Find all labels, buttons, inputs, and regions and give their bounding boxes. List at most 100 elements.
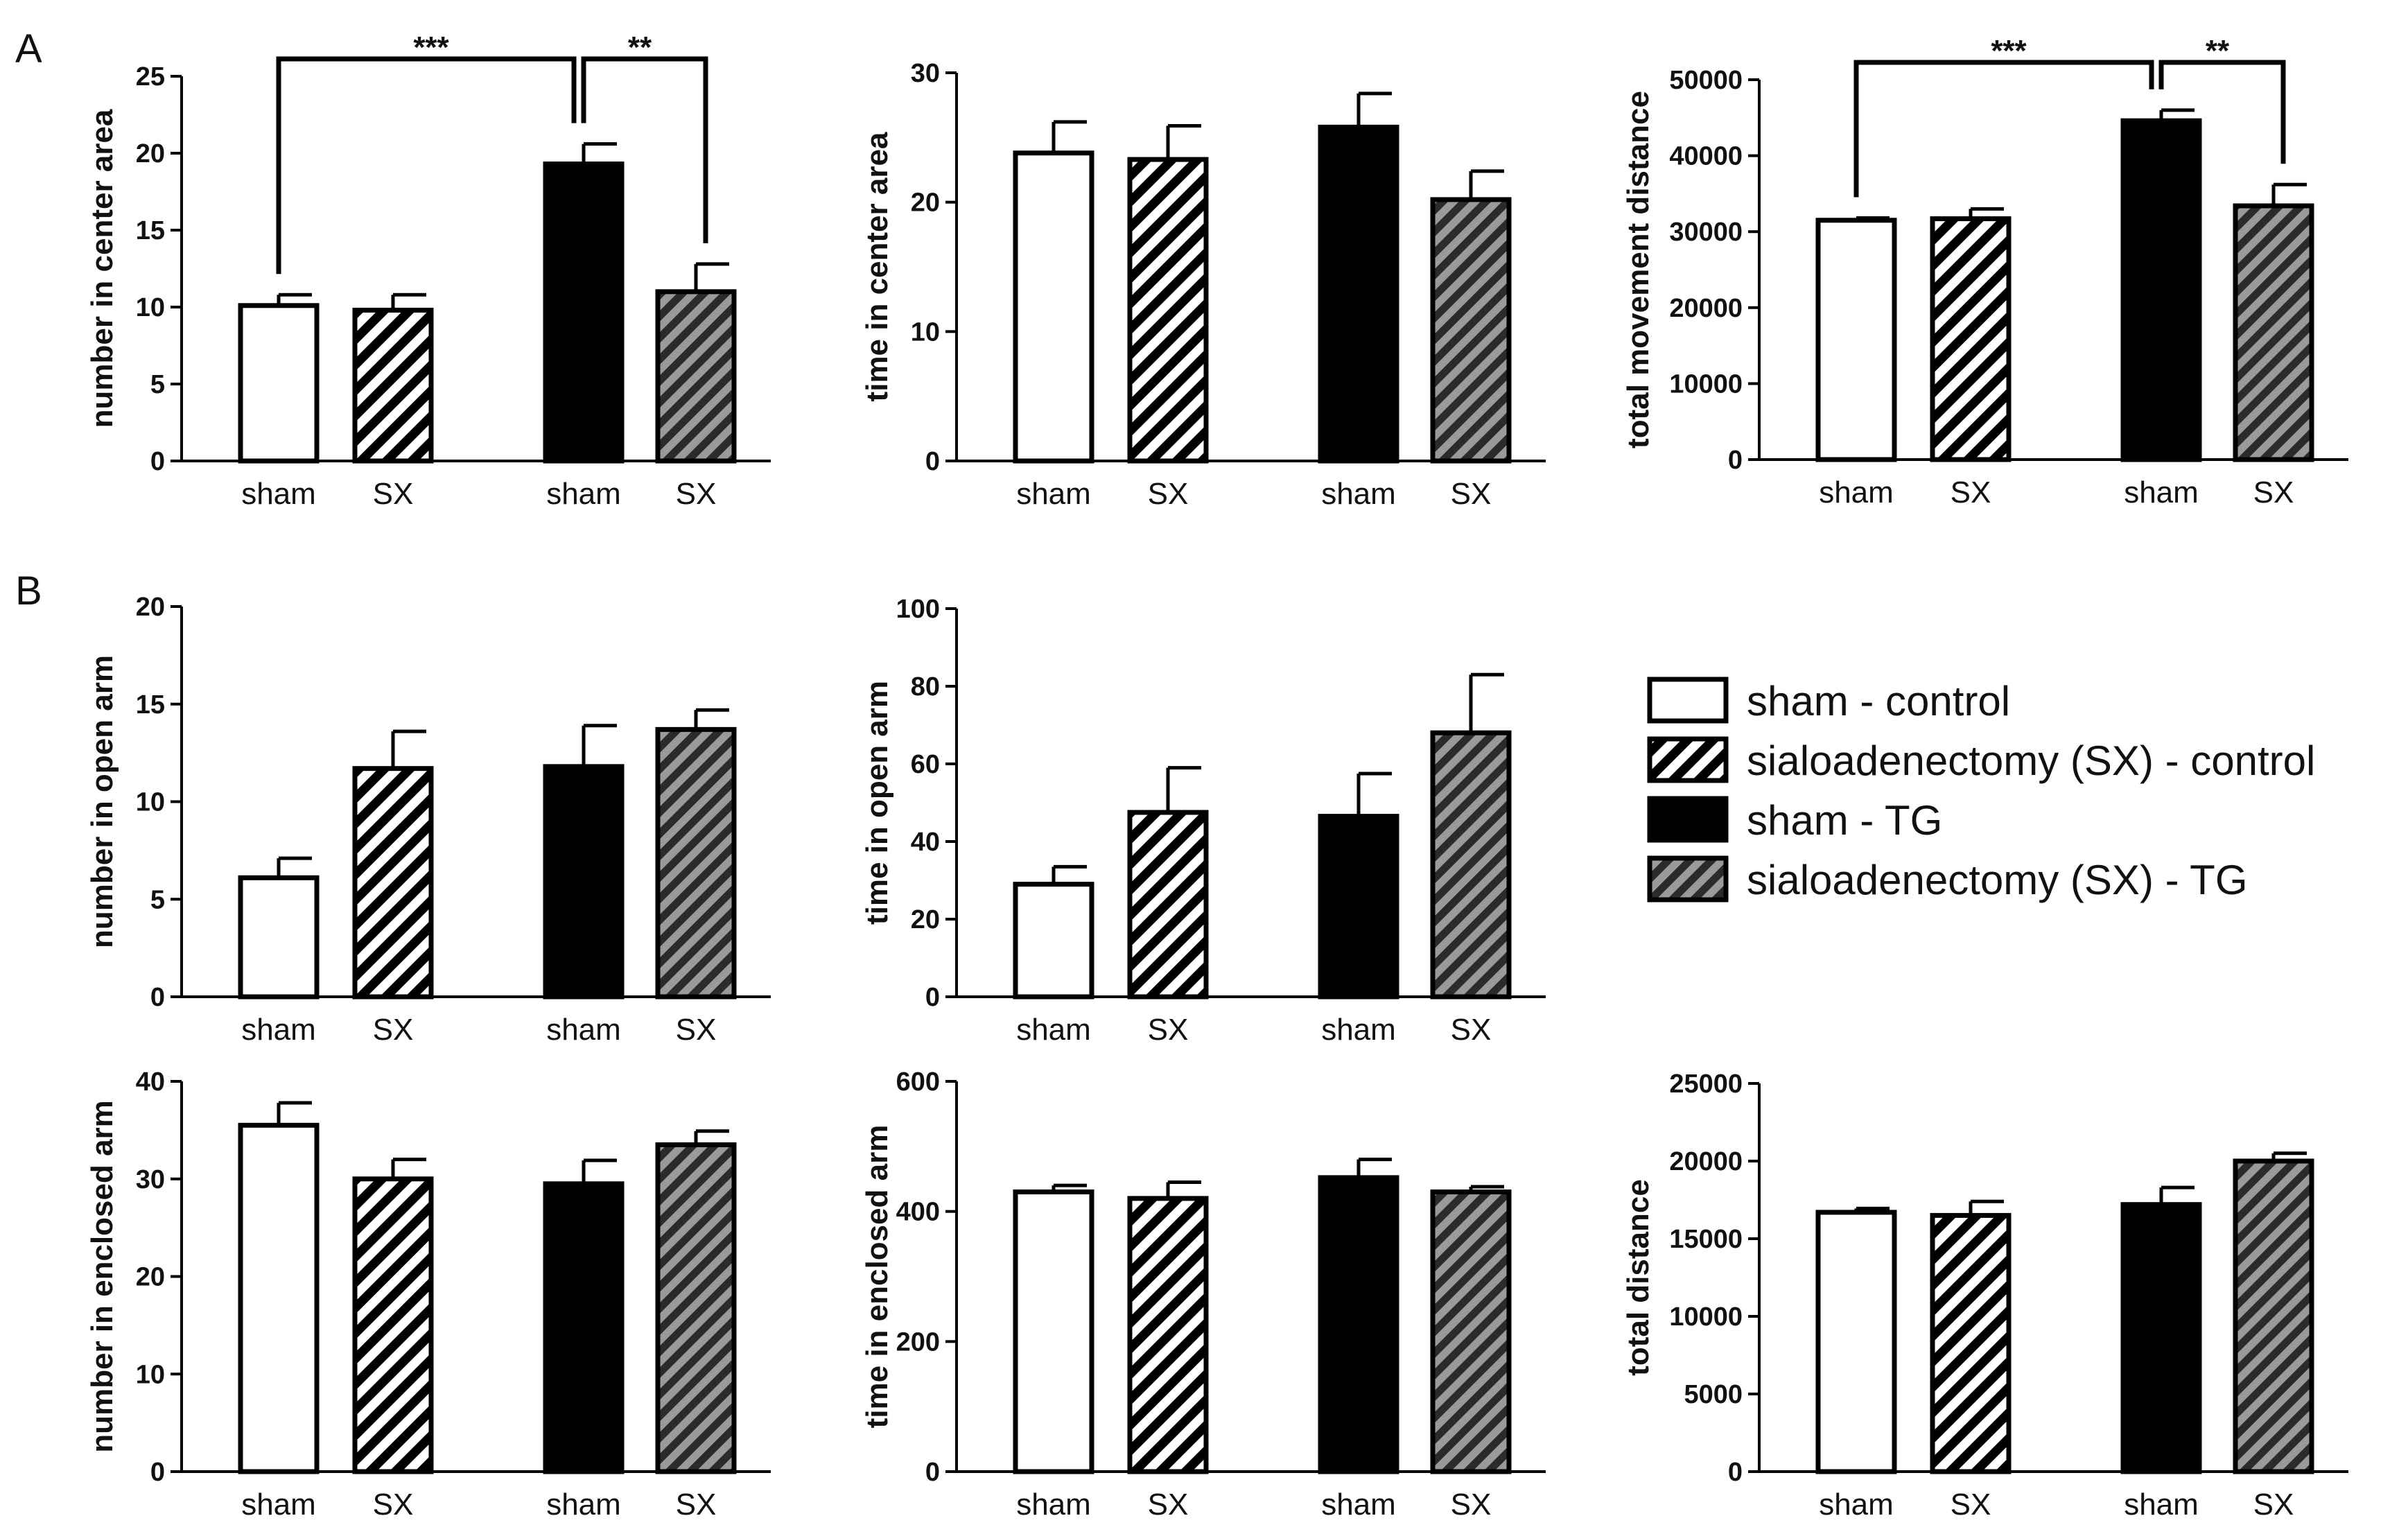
legend-label-sham-control: sham - control bbox=[1747, 678, 2010, 724]
y-tick-label: 10 bbox=[136, 1360, 165, 1389]
x-category-label: SX bbox=[676, 1013, 717, 1047]
y-tick-label: 15 bbox=[136, 216, 165, 245]
y-tick-label: 200 bbox=[896, 1327, 940, 1357]
x-category-label: sham bbox=[241, 1488, 316, 1522]
x-category-label: sham bbox=[1321, 1013, 1396, 1047]
y-tick-label: 20 bbox=[911, 905, 940, 934]
y-tick-label: 5 bbox=[150, 370, 165, 399]
bar bbox=[238, 303, 320, 464]
x-category-label: sham bbox=[546, 1013, 621, 1047]
bar bbox=[655, 1142, 737, 1474]
y-tick-label: 40 bbox=[911, 828, 940, 857]
x-category-label: SX bbox=[1451, 1488, 1492, 1522]
significance-label: ** bbox=[628, 30, 652, 64]
chart-number-in-center-area: 0 5 10 15 20 25 number in center area sham SX sha… bbox=[85, 30, 771, 511]
y-tick-label: 0 bbox=[925, 1458, 940, 1487]
x-category-label: SX bbox=[1451, 477, 1492, 511]
x-category-label: sham bbox=[1819, 1488, 1894, 1522]
bar bbox=[1930, 216, 2012, 462]
y-axis-label: time in open arm bbox=[860, 681, 894, 925]
y-tick-label: 30000 bbox=[1669, 218, 1743, 247]
y-tick-label: 400 bbox=[896, 1198, 940, 1227]
legend-swatch-sham-control bbox=[1647, 677, 1729, 724]
y-tick-label: 10000 bbox=[1669, 1302, 1743, 1332]
y-axis-label: time in enclosed arm bbox=[860, 1125, 894, 1429]
y-tick-label: 10000 bbox=[1669, 369, 1743, 399]
bar bbox=[655, 726, 737, 1000]
x-category-label: SX bbox=[1951, 1488, 1991, 1522]
panel-label-a: A bbox=[15, 26, 42, 71]
chart-time-in-center-area: 0 10 20 30 time in center area sham SX sham SX bbox=[860, 59, 1546, 511]
y-tick-label: 80 bbox=[911, 672, 940, 701]
y-tick-label: 30 bbox=[911, 59, 940, 88]
y-axis-label: total distance bbox=[1621, 1179, 1655, 1376]
bar bbox=[1318, 124, 1399, 464]
x-category-label: sham bbox=[1819, 476, 1894, 509]
bar bbox=[2120, 1202, 2202, 1474]
y-tick-label: 40000 bbox=[1669, 142, 1743, 171]
bar bbox=[1013, 882, 1094, 1000]
bar bbox=[543, 1181, 625, 1474]
x-category-label: sham bbox=[546, 1488, 621, 1522]
y-tick-label: 20000 bbox=[1669, 1147, 1743, 1176]
x-category-label: SX bbox=[1148, 1488, 1189, 1522]
legend: sham - control sialoadenectomy (SX) - co… bbox=[1647, 677, 2315, 903]
y-tick-label: 5 bbox=[150, 885, 165, 914]
significance-label: *** bbox=[413, 30, 449, 64]
x-category-label: sham bbox=[1016, 477, 1091, 511]
bar bbox=[352, 766, 434, 1000]
y-tick-label: 20000 bbox=[1669, 294, 1743, 323]
significance-bracket bbox=[276, 56, 577, 274]
x-category-label: sham bbox=[1016, 1488, 1091, 1522]
bar bbox=[1318, 1175, 1399, 1474]
y-tick-label: 20 bbox=[136, 139, 165, 168]
bar bbox=[1013, 150, 1094, 464]
x-category-label: SX bbox=[2253, 1488, 2294, 1522]
y-axis-label: time in center area bbox=[860, 132, 894, 401]
y-tick-label: 50000 bbox=[1669, 66, 1743, 95]
y-tick-label: 100 bbox=[896, 595, 940, 624]
y-tick-label: 20 bbox=[911, 189, 940, 218]
y-tick-label: 10 bbox=[911, 317, 940, 347]
bar bbox=[1430, 1189, 1512, 1474]
bar bbox=[543, 162, 625, 464]
significance-bracket bbox=[581, 56, 708, 243]
x-category-label: sham bbox=[1016, 1013, 1091, 1047]
bar bbox=[1430, 197, 1512, 464]
bar bbox=[1930, 1212, 2012, 1474]
y-tick-label: 15 bbox=[136, 690, 165, 720]
panel-label-b: B bbox=[15, 568, 42, 613]
x-category-label: SX bbox=[676, 1488, 717, 1522]
y-tick-label: 5000 bbox=[1684, 1380, 1743, 1409]
legend-swatch-sx-tg bbox=[1647, 855, 1729, 903]
significance-bracket bbox=[1853, 60, 2154, 198]
bar bbox=[2233, 203, 2314, 462]
y-tick-label: 25000 bbox=[1669, 1070, 1743, 1099]
bar bbox=[352, 307, 434, 464]
y-tick-label: 20 bbox=[136, 1263, 165, 1292]
y-tick-label: 40 bbox=[136, 1067, 165, 1097]
legend-swatch-sx-control bbox=[1647, 736, 1729, 783]
x-category-label: SX bbox=[373, 1488, 414, 1522]
legend-swatch-sham-tg bbox=[1647, 796, 1729, 843]
legend-label-sx-control: sialoadenectomy (SX) - control bbox=[1747, 738, 2315, 784]
bar bbox=[352, 1176, 434, 1474]
x-category-label: SX bbox=[1451, 1013, 1492, 1047]
bar bbox=[543, 764, 625, 1000]
y-axis-label: total movement distance bbox=[1621, 91, 1655, 448]
chart-total-movement-distance: 0 10000 20000 30000 40000 50000 total movement… bbox=[1621, 34, 2348, 509]
y-tick-label: 0 bbox=[150, 447, 165, 476]
x-category-label: SX bbox=[676, 477, 717, 511]
y-tick-label: 20 bbox=[136, 593, 165, 622]
y-tick-label: 0 bbox=[150, 1458, 165, 1487]
y-tick-label: 0 bbox=[925, 447, 940, 476]
y-tick-label: 30 bbox=[136, 1165, 165, 1194]
significance-label: *** bbox=[1991, 34, 2027, 68]
bar bbox=[1013, 1189, 1094, 1474]
x-category-label: sham bbox=[1321, 477, 1396, 511]
x-category-label: SX bbox=[373, 1013, 414, 1047]
y-tick-label: 0 bbox=[150, 983, 165, 1012]
bar bbox=[2233, 1158, 2314, 1474]
y-tick-label: 600 bbox=[896, 1067, 940, 1097]
